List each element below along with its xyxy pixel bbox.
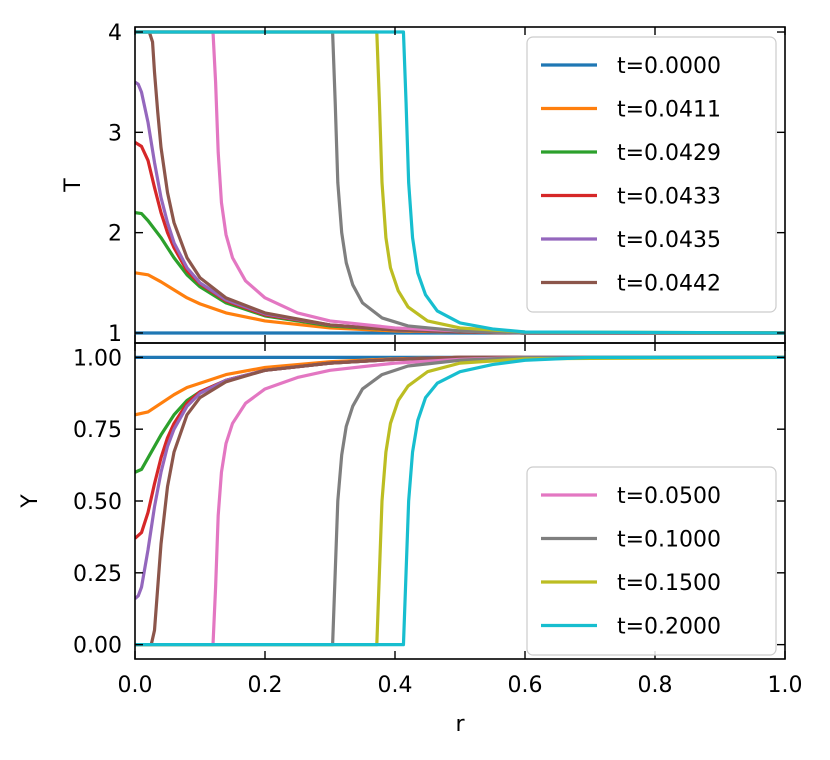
- legend: t=0.0000 t=0.0411 t=0.0429 t=0.0433 t=0.0435…: [526, 36, 777, 313]
- legend-box: [526, 36, 777, 313]
- legend-box: [526, 466, 777, 656]
- series-group: [135, 30, 785, 335]
- legend-label: t=0.0442: [617, 272, 721, 297]
- series-line-t-0-1500: [135, 355, 785, 647]
- bottom-panel-Y: 0.0 0.2 0.4 0.6 0.8 1.0 0.00 0.25 0.50 0.75 1.00 Yr…: [18, 342, 803, 737]
- legend-label: t=0.0433: [617, 185, 721, 210]
- series-line-t-0-2000: [135, 30, 785, 335]
- x-tick-label: 0.2: [248, 673, 283, 698]
- y-tick-label: 2: [108, 222, 122, 247]
- series-line-t-0-1000: [135, 30, 785, 335]
- legend-label: t=0.1000: [617, 528, 721, 553]
- legend: t=0.0500 t=0.1000 t=0.1500 t=0.2000: [526, 466, 777, 656]
- y-tick-label: 1.00: [73, 346, 122, 371]
- series-line-t-0-1500: [135, 30, 785, 335]
- y-tick-label: 0.50: [73, 490, 122, 515]
- x-tick-label: 1.0: [768, 673, 803, 698]
- legend-label: t=0.0435: [617, 228, 721, 253]
- series-line-t-0-2000: [135, 355, 785, 647]
- series-group: [135, 355, 785, 647]
- y-axis-label: T: [61, 178, 86, 193]
- legend-label: t=0.0500: [617, 484, 721, 509]
- series-line-t-0-0442: [135, 355, 785, 647]
- series-line-t-0-1000: [135, 355, 785, 647]
- legend-label: t=0.0429: [617, 141, 721, 166]
- y-tick-label: 1: [108, 322, 122, 347]
- x-tick-label: 0.8: [638, 673, 673, 698]
- y-tick-label: 0.00: [73, 634, 122, 659]
- legend-label: t=0.0411: [617, 98, 721, 123]
- y-tick-label: 3: [108, 121, 122, 146]
- x-axis-label: r: [455, 712, 465, 737]
- y-tick-label: 4: [108, 21, 122, 46]
- series-line-t-0-0500: [135, 355, 785, 647]
- series-line-t-0-0442: [135, 30, 785, 335]
- series-line-t-0-0411: [135, 355, 785, 417]
- x-tick-label: 0.4: [378, 673, 413, 698]
- y-tick-label: 0.25: [73, 562, 122, 587]
- x-tick-label: 0.6: [508, 673, 543, 698]
- legend-label: t=0.1500: [617, 571, 721, 596]
- legend-label: t=0.2000: [617, 615, 721, 640]
- legend-label: t=0.0000: [617, 54, 721, 79]
- y-tick-label: 0.75: [73, 418, 122, 443]
- y-axis-label: Y: [18, 494, 43, 509]
- top-panel-T: 1234Tt=0.0000t=0.0411t=0.0429t=0.0433t=0…: [61, 21, 786, 347]
- x-tick-label: 0.0: [118, 673, 153, 698]
